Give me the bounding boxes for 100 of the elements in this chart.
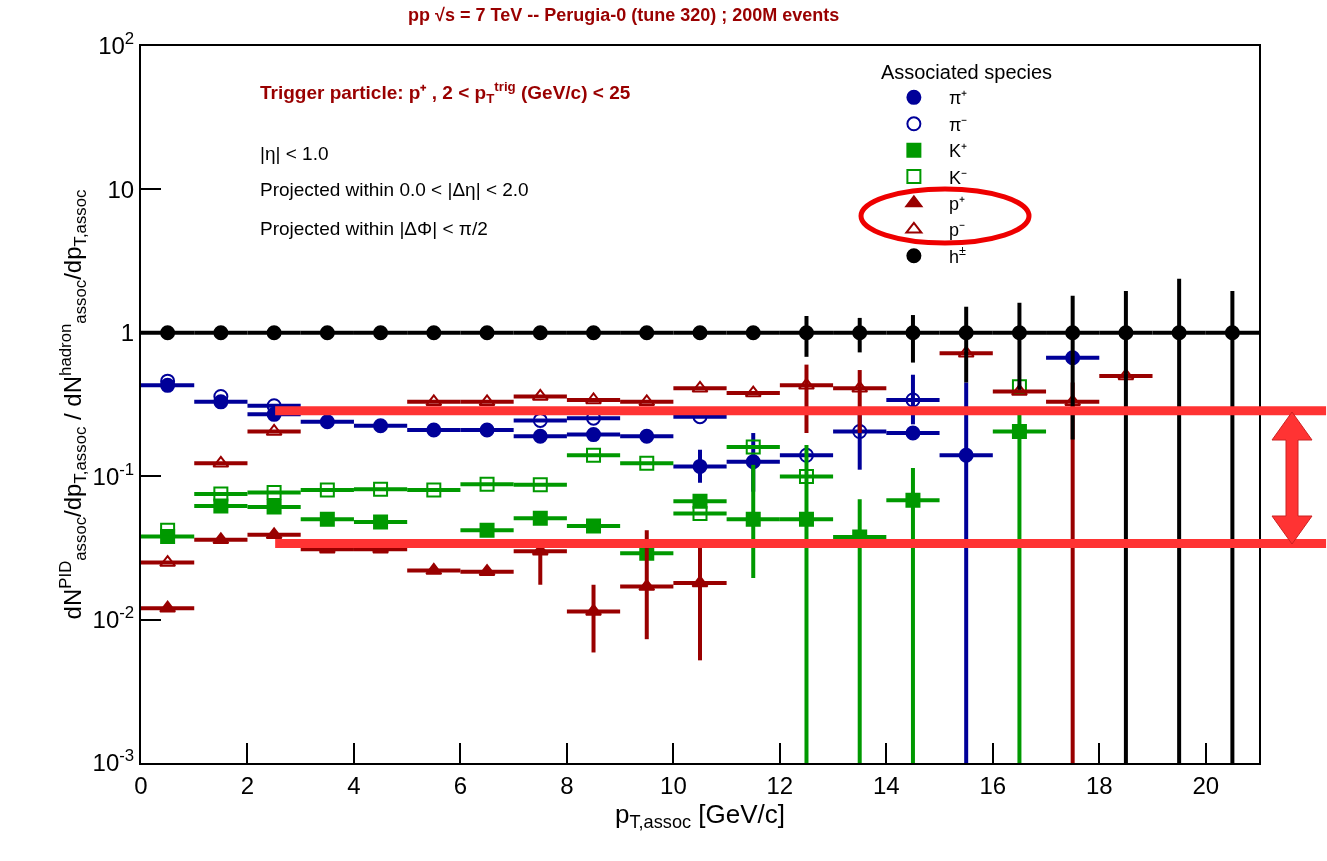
point (744, 385, 762, 398)
point (265, 423, 283, 436)
point (745, 511, 761, 527)
point (532, 325, 548, 341)
point (745, 439, 761, 455)
point (905, 325, 921, 341)
point (692, 458, 708, 474)
point (426, 422, 442, 438)
point (266, 325, 282, 341)
y-tick-label: 10$^{-2}$ (92, 602, 135, 633)
point (852, 423, 868, 439)
annotation: |η| < 1.0 (260, 143, 329, 164)
point (798, 511, 814, 527)
point (531, 388, 549, 401)
point (692, 325, 708, 341)
point (373, 514, 389, 530)
point (585, 392, 603, 405)
point (425, 394, 443, 407)
x-tick-label: 20 (1192, 771, 1220, 799)
point (426, 482, 442, 498)
point (1224, 325, 1240, 341)
x-tick-label: 6 (453, 771, 468, 799)
point (905, 492, 921, 508)
point (797, 377, 815, 390)
point (851, 380, 869, 393)
point (639, 325, 655, 341)
point (479, 522, 495, 538)
x-tick-label: 10 (660, 771, 687, 799)
point (852, 325, 868, 341)
point (798, 469, 814, 485)
y-tick-label: 10$^{2}$ (98, 29, 135, 60)
point (212, 532, 230, 545)
point (266, 484, 282, 500)
point (478, 394, 496, 407)
point (373, 481, 389, 497)
annotation: Projected within 0.0 < |Δη| < 2.0 (260, 179, 529, 200)
point (265, 527, 283, 540)
point (905, 392, 921, 408)
point (1010, 383, 1028, 396)
point (159, 600, 177, 613)
point (639, 455, 655, 471)
legend-label: π⁺ (948, 88, 968, 109)
y-tick-label: 10$^{-3}$ (92, 746, 135, 777)
legend-label: p⁺ (948, 193, 965, 214)
point (958, 447, 974, 463)
y-tick-label: 1 (120, 319, 135, 347)
point (905, 425, 921, 441)
annotation: Trigger particle: p⁺ , 2 < p$_{T}$$^{trig}$ (GeV/c) < 25 (260, 79, 631, 106)
point (638, 394, 656, 407)
point (958, 325, 974, 341)
point (691, 575, 709, 588)
point (532, 428, 548, 444)
point (1171, 325, 1187, 341)
point (213, 486, 229, 502)
x-tick-label: 0 (134, 771, 148, 799)
legend-label: h$^{±}$ (948, 244, 966, 267)
x-tick-label: 2 (240, 771, 255, 799)
point (426, 325, 442, 341)
point (532, 510, 548, 526)
point (532, 477, 548, 493)
legend-label: K⁺ (948, 141, 967, 162)
point (319, 482, 335, 498)
point (266, 499, 282, 515)
point (1011, 325, 1027, 341)
x-tick-label: 4 (347, 771, 361, 799)
x-tick-label: 12 (766, 771, 794, 799)
point (160, 325, 176, 341)
annotation: Projected within |ΔΦ| < π/2 (260, 218, 488, 239)
point (585, 603, 603, 616)
point (586, 427, 602, 443)
point (1011, 379, 1027, 395)
chart-title: pp √s = 7 TeV -- Perugia-0 (tune 320) ; 200M events (408, 5, 840, 26)
point (957, 345, 975, 358)
point (212, 455, 230, 468)
point (745, 454, 761, 470)
point (639, 428, 655, 444)
point (479, 325, 495, 341)
point (692, 505, 708, 521)
point (691, 380, 709, 393)
x-tick-label: 18 (1085, 771, 1113, 799)
point (586, 447, 602, 463)
point (479, 476, 495, 492)
point (319, 414, 335, 430)
point (798, 325, 814, 341)
point (586, 325, 602, 341)
point (1064, 394, 1082, 407)
legend-label: K⁻ (948, 167, 967, 188)
point (213, 325, 229, 341)
point (1011, 423, 1027, 439)
point (373, 325, 389, 341)
point (319, 325, 335, 341)
point (373, 418, 389, 434)
point (798, 447, 814, 463)
x-tick-label: 14 (872, 771, 900, 799)
point (586, 518, 602, 534)
point (479, 422, 495, 438)
legend-title: Associated species (880, 61, 1053, 84)
point (1118, 325, 1134, 341)
legend-label: p⁻ (948, 220, 965, 241)
point (319, 511, 335, 527)
